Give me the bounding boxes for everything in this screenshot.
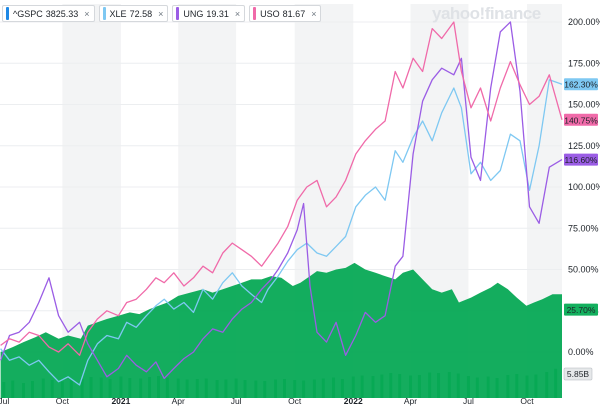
x-tick-label: Oct [520, 396, 534, 406]
x-tick-label: Oct [56, 396, 70, 406]
x-tick-label: Jul [463, 396, 474, 406]
series-line-ung [0, 21, 563, 380]
legend-chip-ung[interactable]: UNG 19.31 × [172, 5, 246, 22]
last-value-badge [564, 113, 598, 126]
y-tick-label: 50.00% [568, 265, 599, 275]
y-tick-label: 75.00% [568, 223, 599, 233]
last-value-badge [564, 303, 598, 316]
x-tick-label: Apr [172, 396, 185, 406]
legend-value: 72.58 [129, 8, 153, 19]
volume-label: 5.85B [567, 369, 590, 379]
legend-symbol: USO [260, 8, 280, 19]
legend-value: 81.67 [282, 8, 306, 19]
volume-badge [563, 367, 593, 381]
x-tick-label: Jul [231, 396, 242, 406]
y-tick-label: 150.00% [568, 100, 600, 110]
legend-symbol: UNG [183, 8, 204, 19]
y-tick-label: 100.00% [568, 182, 600, 192]
y-tick-label: 175.00% [568, 58, 600, 68]
last-value-badge [564, 153, 598, 166]
x-tick-label: Oct [288, 396, 302, 406]
last-value-badge [564, 78, 598, 91]
y-tick-label: 125.00% [568, 141, 600, 151]
close-icon[interactable]: × [234, 8, 241, 19]
x-tick-label: Jul [0, 396, 9, 406]
series-line-uso [0, 21, 563, 356]
last-value-label: 25.70% [567, 305, 596, 315]
series-color-swatch [176, 7, 180, 20]
x-tick-label: 2021 [111, 396, 130, 406]
legend-value: 3825.33 [45, 8, 79, 19]
y-tick-label: 200.00% [568, 17, 600, 27]
last-value-label: 116.60% [565, 155, 598, 165]
series-color-swatch [253, 7, 257, 20]
last-value-label: 140.75% [564, 115, 598, 125]
series-area-gspc [0, 262, 563, 398]
legend-value: 19.31 [206, 8, 229, 19]
series-line-xle [0, 79, 563, 386]
series-color-swatch [102, 7, 106, 20]
legend-symbol: XLE [109, 8, 127, 19]
last-value-label: 162.30% [564, 80, 598, 90]
x-tick-label: Apr [404, 396, 417, 406]
yahoo-finance-logo: yahoo!finance [432, 4, 541, 23]
comparison-legend: ^GSPC 3825.33 × XLE 72.58 × UNG 19.31 × … [2, 5, 322, 22]
x-tick-label: 2022 [344, 396, 363, 406]
series-color-swatch [6, 7, 9, 20]
legend-chip-xle[interactable]: XLE 72.58 × [98, 5, 169, 22]
legend-chip-uso[interactable]: USO 81.67 × [249, 5, 322, 22]
close-icon[interactable]: × [158, 8, 164, 19]
y-tick-label: 0.00% [568, 347, 594, 357]
legend-symbol: ^GSPC [13, 8, 43, 19]
close-icon[interactable]: × [311, 8, 317, 19]
close-icon[interactable]: × [84, 8, 90, 19]
legend-chip-gspc[interactable]: ^GSPC 3825.33 × [2, 5, 95, 22]
